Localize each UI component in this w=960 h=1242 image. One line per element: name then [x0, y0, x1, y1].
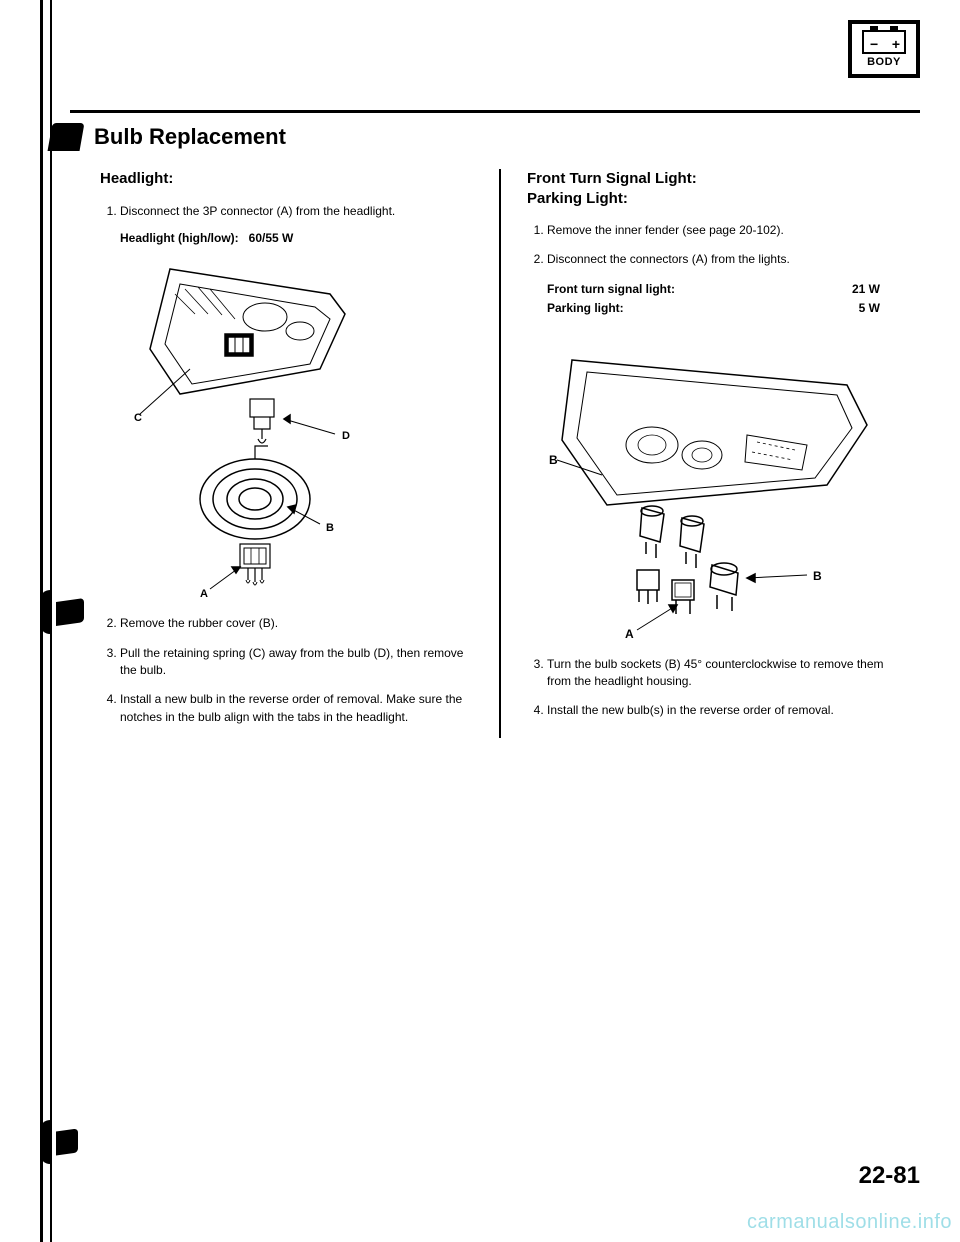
spec-label: Headlight (high/low):: [120, 231, 239, 245]
step-item: Disconnect the 3P connector (A) from the…: [120, 203, 483, 600]
step-item: Turn the bulb sockets (B) 45° counterclo…: [547, 656, 910, 691]
spec-value: 21 W: [852, 281, 880, 298]
step-text: Disconnect the 3P connector (A) from the…: [120, 204, 395, 218]
spec-row: Parking light: 5 W: [547, 300, 910, 317]
binder-hook: [40, 1120, 50, 1164]
right-steps: Remove the inner fender (see page 20-102…: [527, 222, 910, 720]
headlight-figure: C D B A: [120, 259, 483, 599]
step-item: Disconnect the connectors (A) from the l…: [547, 251, 910, 639]
step-item: Pull the retaining spring (C) away from …: [120, 645, 483, 680]
turnsignal-figure: B B A: [547, 330, 910, 640]
spec-label: Front turn signal light:: [547, 281, 675, 298]
spec-value: 5 W: [859, 300, 880, 317]
section-header: Bulb Replacement: [70, 110, 920, 151]
callout-b-side: B: [549, 453, 558, 467]
step-text: Pull the retaining spring (C) away from …: [120, 646, 463, 677]
left-column: Headlight: Disconnect the 3P connector (…: [70, 169, 501, 738]
step-item: Install a new bulb in the reverse order …: [120, 691, 483, 726]
callout-d: D: [342, 430, 350, 442]
spec-value: 60/55 W: [249, 231, 294, 245]
step-text: Install the new bulb(s) in the reverse o…: [547, 703, 834, 717]
left-subheading: Headlight:: [100, 169, 483, 189]
callout-c: C: [134, 412, 142, 424]
left-steps: Disconnect the 3P connector (A) from the…: [100, 203, 483, 727]
battery-icon: − +: [862, 30, 906, 54]
section-title: Bulb Replacement: [94, 124, 286, 150]
callout-a: A: [200, 588, 208, 599]
step-item: Remove the rubber cover (B).: [120, 615, 483, 632]
step-text: Disconnect the connectors (A) from the l…: [547, 252, 790, 266]
step-text: Turn the bulb sockets (B) 45° counterclo…: [547, 657, 884, 688]
body-badge: − + BODY: [848, 20, 920, 78]
section-tab-icon: [48, 123, 85, 151]
callout-b: B: [813, 569, 822, 583]
step-text: Install a new bulb in the reverse order …: [120, 692, 462, 723]
step-text: Remove the inner fender (see page 20-102…: [547, 223, 784, 237]
body-label: BODY: [867, 56, 901, 68]
right-column: Front Turn Signal Light: Parking Light: …: [501, 169, 920, 738]
step-text: Remove the rubber cover (B).: [120, 616, 278, 630]
content-columns: Headlight: Disconnect the 3P connector (…: [70, 169, 920, 738]
page-number: 22-81: [859, 1162, 920, 1190]
callout-b: B: [326, 522, 334, 534]
watermark: carmanualsonline.info: [747, 1211, 952, 1234]
headlight-spec: Headlight (high/low): 60/55 W: [120, 230, 483, 247]
binder-tab: [56, 1128, 78, 1155]
minus-symbol: −: [870, 36, 878, 52]
spec-row: Front turn signal light: 21 W: [547, 281, 910, 298]
callout-a: A: [625, 627, 634, 640]
plus-symbol: +: [892, 36, 900, 52]
spec-label: Parking light:: [547, 300, 624, 317]
step-item: Remove the inner fender (see page 20-102…: [547, 222, 910, 239]
page-container: − + BODY Bulb Replacement Headlight: Dis…: [0, 0, 960, 758]
step-item: Install the new bulb(s) in the reverse o…: [547, 702, 910, 719]
right-subheading: Front Turn Signal Light: Parking Light:: [527, 169, 910, 208]
